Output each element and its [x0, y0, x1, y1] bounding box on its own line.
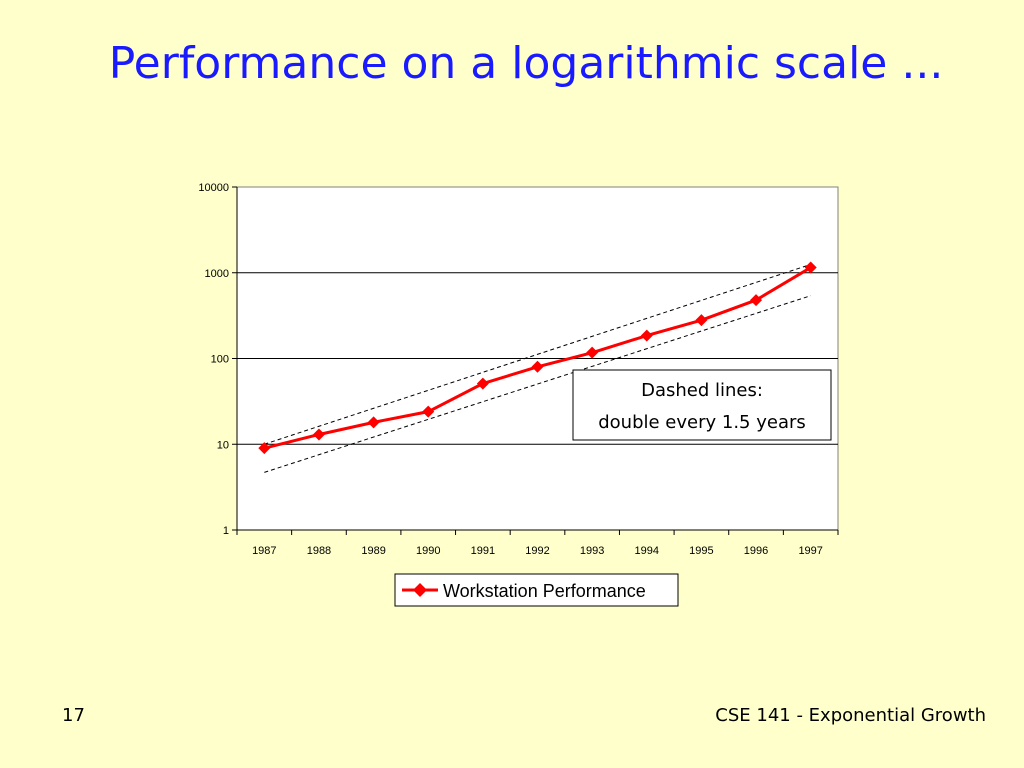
- legend-entry-label: Workstation Performance: [443, 581, 646, 601]
- x-tick-label-1988: 1988: [307, 545, 331, 557]
- y-tick-label-10: 10: [217, 439, 229, 451]
- dashed-line-1: [264, 263, 811, 445]
- data-point-1994: [640, 329, 653, 342]
- slide-title: Performance on a logarithmic scale ...: [108, 38, 944, 89]
- data-point-1995: [695, 314, 708, 327]
- x-tick-label-1996: 1996: [744, 545, 768, 557]
- annotation-box: Dashed lines: double every 1.5 years: [572, 369, 832, 441]
- x-tick-label-1992: 1992: [525, 545, 549, 557]
- x-tick-label-1994: 1994: [635, 545, 659, 557]
- annotation-line-2: double every 1.5 years: [598, 412, 806, 433]
- data-point-1987: [258, 442, 271, 455]
- y-tick-label-10000: 10000: [198, 182, 229, 194]
- x-tick-label-1993: 1993: [580, 545, 604, 557]
- data-point-1997: [804, 261, 817, 274]
- data-point-1993: [586, 346, 599, 359]
- course-footer: CSE 141 - Exponential Growth: [715, 705, 986, 726]
- page-number: 17: [62, 705, 85, 726]
- y-tick-label-100: 100: [211, 354, 229, 366]
- data-point-1988: [312, 428, 325, 441]
- legend-frame: [394, 573, 679, 607]
- data-point-1989: [367, 416, 380, 429]
- series-workstation-performance: [258, 261, 817, 455]
- x-tick-label-1989: 1989: [361, 545, 385, 557]
- gridlines: [237, 272, 838, 445]
- legend-swatch-marker: [413, 583, 427, 597]
- dashed-line-2: [264, 295, 811, 473]
- y-tick-label-1000: 1000: [205, 268, 229, 280]
- annotation-frame: [572, 369, 832, 441]
- data-point-1992: [531, 360, 544, 373]
- legend: Workstation Performance: [394, 573, 679, 607]
- x-tick-label-1991: 1991: [471, 545, 495, 557]
- dashed-reference-lines: [264, 263, 811, 473]
- y-tick-label-1: 1: [223, 525, 229, 537]
- annotation-line-1: Dashed lines:: [641, 380, 763, 401]
- data-point-1991: [476, 377, 489, 390]
- x-tick-label-1995: 1995: [689, 545, 713, 557]
- data-point-1990: [422, 405, 435, 418]
- x-tick-label-1990: 1990: [416, 545, 440, 557]
- data-point-1996: [750, 294, 763, 307]
- x-tick-label-1997: 1997: [798, 545, 822, 557]
- x-tick-label-1987: 1987: [252, 545, 276, 557]
- axes: 1 10 100 1000 10000 1987 1988 1989 1990 1991 1992 1…: [198, 182, 839, 557]
